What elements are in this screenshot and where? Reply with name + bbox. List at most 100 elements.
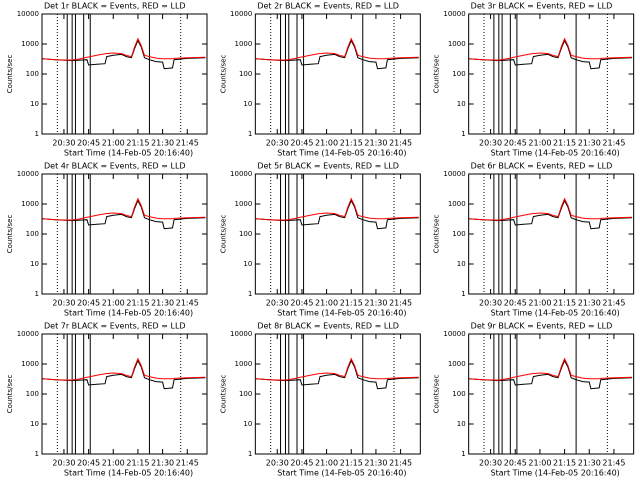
- series-line: [255, 357, 419, 381]
- x-tick-label: 21:15: [126, 299, 149, 308]
- y-tick-label: 10000: [17, 170, 39, 178]
- y-tick-label: 10: [243, 420, 252, 428]
- x-tick-label: 20:45: [290, 459, 313, 468]
- y-tick-label: 10000: [230, 10, 252, 18]
- y-tick-label: 1000: [21, 40, 39, 48]
- x-tick-label: 20:45: [504, 459, 527, 468]
- y-tick-label: 1: [35, 450, 39, 458]
- y-axis-label: Counts/sec: [219, 55, 227, 94]
- series-line: [42, 37, 206, 61]
- y-tick-label: 10: [457, 100, 466, 108]
- y-tick-label: 100: [26, 70, 39, 78]
- x-tick-label: 21:45: [602, 299, 625, 308]
- x-axis-label: Start Time (14-Feb-05 20:16:40): [491, 469, 620, 478]
- series-line: [469, 39, 633, 70]
- x-tick-label: 21:00: [315, 139, 338, 148]
- panel: Det 6r BLACK = Events, RED = LLD Counts/s…: [433, 162, 635, 318]
- x-tick-label: 21:30: [578, 459, 601, 468]
- x-tick-label: 21:00: [528, 299, 551, 308]
- chart-title: Det 6r BLACK = Events, RED = LLD: [471, 162, 613, 171]
- y-tick-label: 1: [461, 130, 465, 138]
- x-tick-label: 21:15: [340, 459, 363, 468]
- y-tick-label: 10000: [17, 10, 39, 18]
- x-axis-label: Start Time (14-Feb-05 20:16:40): [64, 309, 193, 318]
- series-line: [255, 197, 419, 221]
- x-tick-label: 21:45: [602, 459, 625, 468]
- x-tick-label: 20:45: [77, 139, 100, 148]
- chart-title: Det 2r BLACK = Events, RED = LLD: [257, 2, 399, 11]
- series-line: [469, 199, 633, 230]
- y-axis-label: Counts/sec: [433, 55, 441, 94]
- x-tick-label: 21:15: [126, 459, 149, 468]
- y-tick-label: 1: [248, 130, 252, 138]
- y-tick-label: 100: [452, 70, 465, 78]
- x-axis-label: Start Time (14-Feb-05 20:16:40): [64, 469, 193, 478]
- y-tick-label: 10000: [230, 170, 252, 178]
- x-tick-label: 21:45: [389, 459, 412, 468]
- y-tick-label: 1: [461, 290, 465, 298]
- x-tick-label: 20:30: [52, 459, 75, 468]
- series-line: [42, 357, 206, 381]
- y-tick-label: 10: [30, 420, 39, 428]
- series-line: [469, 357, 633, 381]
- y-axis-label: Counts/sec: [6, 375, 14, 414]
- x-tick-label: 21:15: [340, 139, 363, 148]
- x-tick-label: 21:00: [102, 139, 125, 148]
- x-axis-label: Start Time (14-Feb-05 20:16:40): [277, 149, 406, 158]
- x-tick-label: 21:15: [553, 139, 576, 148]
- x-tick-label: 20:30: [266, 459, 289, 468]
- y-tick-label: 100: [452, 230, 465, 238]
- y-axis-label: Counts/sec: [219, 375, 227, 414]
- y-tick-label: 100: [239, 70, 252, 78]
- y-axis-label: Counts/sec: [6, 55, 14, 94]
- y-tick-label: 1000: [21, 360, 39, 368]
- series-line: [42, 39, 206, 70]
- series-line: [469, 37, 633, 61]
- series-line: [255, 39, 419, 70]
- series-line: [42, 359, 206, 390]
- x-tick-label: 21:30: [578, 299, 601, 308]
- x-tick-label: 21:15: [553, 459, 576, 468]
- panel: Det 9r BLACK = Events, RED = LLD Counts/s…: [433, 322, 635, 478]
- chart-title: Det 3r BLACK = Events, RED = LLD: [471, 2, 613, 11]
- x-tick-label: 20:45: [290, 299, 313, 308]
- x-tick-label: 20:45: [77, 299, 100, 308]
- y-tick-label: 10: [457, 420, 466, 428]
- y-tick-label: 10000: [230, 330, 252, 338]
- series-line: [255, 199, 419, 230]
- x-axis-label: Start Time (14-Feb-05 20:16:40): [491, 309, 620, 318]
- y-tick-label: 100: [26, 230, 39, 238]
- x-tick-label: 20:30: [52, 299, 75, 308]
- x-tick-label: 20:30: [52, 139, 75, 148]
- y-axis-label: Counts/sec: [6, 215, 14, 254]
- y-tick-label: 10: [243, 100, 252, 108]
- chart-title: Det 4r BLACK = Events, RED = LLD: [44, 162, 186, 171]
- chart-title: Det 7r BLACK = Events, RED = LLD: [44, 322, 186, 331]
- y-tick-label: 10000: [17, 330, 39, 338]
- panel: Det 4r BLACK = Events, RED = LLD Counts/s…: [6, 162, 208, 318]
- x-axis-label: Start Time (14-Feb-05 20:16:40): [64, 149, 193, 158]
- x-tick-label: 21:30: [151, 139, 174, 148]
- chart-title: Det 5r BLACK = Events, RED = LLD: [257, 162, 399, 171]
- x-tick-label: 21:15: [340, 299, 363, 308]
- x-tick-label: 20:45: [504, 299, 527, 308]
- x-tick-label: 21:45: [389, 299, 412, 308]
- x-tick-label: 21:00: [102, 459, 125, 468]
- panel: Det 2r BLACK = Events, RED = LLD Counts/s…: [219, 2, 421, 158]
- x-tick-label: 20:30: [479, 299, 502, 308]
- y-tick-label: 1000: [235, 40, 253, 48]
- x-tick-label: 21:00: [528, 459, 551, 468]
- y-tick-label: 10000: [443, 10, 465, 18]
- x-tick-label: 20:45: [290, 139, 313, 148]
- x-tick-label: 21:15: [553, 299, 576, 308]
- chart-title: Det 1r BLACK = Events, RED = LLD: [44, 2, 186, 11]
- y-tick-label: 1: [461, 450, 465, 458]
- y-tick-label: 1000: [448, 40, 466, 48]
- y-tick-label: 1: [248, 450, 252, 458]
- y-tick-label: 10000: [443, 170, 465, 178]
- panel: Det 8r BLACK = Events, RED = LLD Counts/s…: [219, 322, 421, 478]
- y-axis-label: Counts/sec: [433, 375, 441, 414]
- x-tick-label: 21:00: [315, 459, 338, 468]
- y-tick-label: 10: [30, 100, 39, 108]
